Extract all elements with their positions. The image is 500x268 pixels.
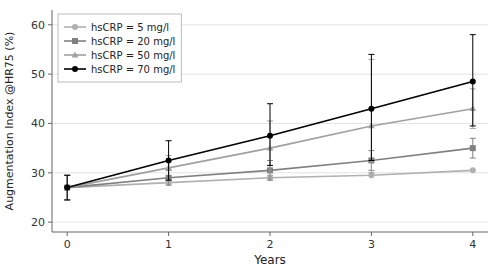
legend-marker (72, 66, 78, 72)
error-bar (64, 175, 70, 200)
legend-marker (72, 51, 79, 57)
series-line (67, 82, 473, 188)
error-bar (470, 138, 476, 158)
point (64, 185, 70, 191)
y-tick-label: 30 (31, 167, 45, 180)
error-bar (64, 175, 70, 200)
legend-label: hsCRP = 5 mg/l (91, 22, 169, 33)
plot-data (64, 35, 476, 200)
error-bar (368, 54, 374, 160)
error-bar (470, 35, 476, 126)
point (470, 79, 476, 85)
point (64, 185, 70, 191)
y-tick-label: 50 (31, 68, 45, 81)
x-tick-label: 4 (469, 238, 476, 251)
series (64, 35, 476, 200)
axes: 20 30 40 50 60 0 1 2 3 4 (31, 10, 488, 251)
error-bar (64, 175, 70, 200)
y-tick (48, 222, 52, 223)
chart: 20 30 40 50 60 0 1 2 3 4 Years Augmentation Index @… (0, 0, 500, 268)
point (470, 167, 476, 173)
legend-label: hsCRP = 20 mg/l (91, 36, 175, 47)
x-tick-label: 2 (267, 238, 274, 251)
y-tick-label: 40 (31, 117, 45, 130)
x-tick (67, 232, 68, 236)
grid-line (52, 222, 488, 223)
error-bar (64, 175, 70, 200)
x-tick-label: 3 (368, 238, 375, 251)
error-bar (267, 104, 273, 166)
point (64, 184, 71, 190)
y-axis-line (52, 10, 53, 232)
legend-frame (58, 14, 181, 82)
x-tick (168, 232, 169, 236)
y-tick (48, 74, 52, 75)
chart-container: 20 30 40 50 60 0 1 2 3 4 Years Augmentation Index @… (0, 0, 500, 268)
y-tick (48, 24, 52, 25)
y-tick (48, 123, 52, 124)
y-tick (48, 172, 52, 173)
y-tick-label: 60 (31, 19, 45, 32)
x-axis-line (52, 232, 488, 233)
point (470, 145, 476, 151)
point (368, 106, 374, 112)
error-bar (166, 141, 172, 180)
point (267, 133, 273, 139)
x-tick (472, 232, 473, 236)
legend-marker (72, 38, 78, 44)
x-axis-label: Years (253, 253, 286, 267)
y-axis-label: Augmentation Index @HR75 (%) (3, 32, 16, 211)
x-tick-label: 0 (64, 238, 71, 251)
y-tick-label: 20 (31, 216, 45, 229)
x-tick (270, 232, 271, 236)
x-tick-label: 1 (165, 238, 172, 251)
legend-marker (72, 24, 78, 30)
x-tick (371, 232, 372, 236)
point (64, 185, 70, 191)
legend: hsCRP = 5 mg/l hsCRP = 20 mg/l hsCRP = 50 … (58, 14, 181, 82)
point (166, 157, 172, 163)
legend-label: hsCRP = 70 mg/l (91, 64, 175, 75)
legend-label: hsCRP = 50 mg/l (91, 50, 175, 61)
